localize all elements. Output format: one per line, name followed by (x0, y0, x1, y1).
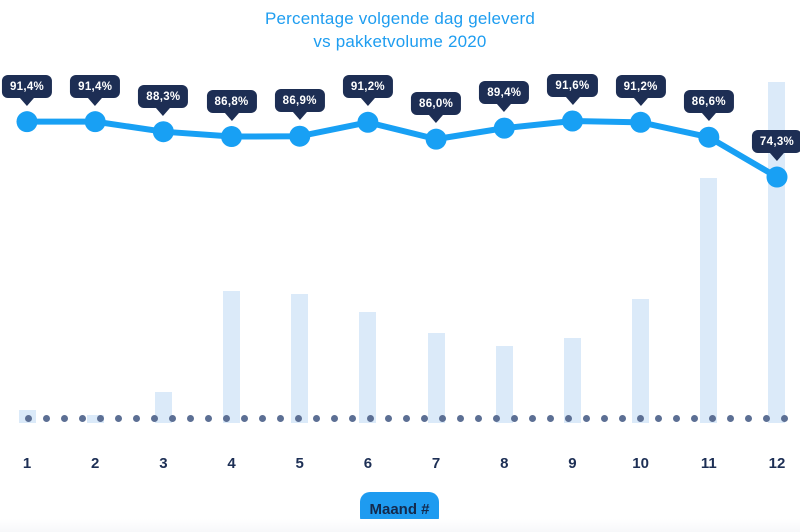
bottom-edge-strip (0, 519, 800, 532)
baseline-dot (546, 414, 554, 422)
baseline-dot (366, 414, 374, 422)
data-point-marker-month-4 (221, 126, 243, 148)
data-point-marker-month-3 (152, 121, 174, 143)
baseline-dot (168, 414, 176, 422)
x-tick-6: 6 (363, 455, 373, 472)
baseline-dot (492, 414, 500, 422)
percentage-line (24, 118, 780, 181)
volume-bar-month-5 (291, 294, 309, 423)
x-tick-12: 12 (768, 455, 786, 472)
baseline-dot (186, 414, 194, 422)
baseline-dot (528, 414, 536, 422)
baseline-dot (312, 414, 320, 422)
x-tick-1: 1 (22, 455, 32, 472)
x-axis-label-text: Maand # (369, 501, 430, 518)
baseline-dot (402, 414, 410, 422)
x-tick-3: 3 (159, 455, 168, 472)
baseline-dot (96, 414, 104, 422)
value-badge-month-3: 88,3% (138, 84, 189, 108)
baseline-dot (258, 414, 266, 422)
baseline-dot (24, 414, 32, 422)
data-point-marker-month-5 (289, 125, 311, 147)
data-point-marker-month-9 (561, 110, 583, 132)
baseline-dot (132, 414, 140, 422)
baseline-dot (42, 414, 50, 422)
volume-bar-month-9 (563, 338, 581, 423)
value-badge-month-1: 91,4% (1, 74, 53, 98)
data-point-marker-month-7 (425, 128, 447, 150)
x-tick-9: 9 (568, 455, 577, 472)
baseline-dot (474, 414, 482, 422)
volume-bar-month-3 (154, 391, 172, 423)
baseline-dot (114, 414, 122, 422)
volume-bar-month-12 (768, 82, 786, 423)
data-point-marker-month-2 (84, 111, 106, 133)
value-badge-month-4: 86,8% (206, 89, 257, 113)
baseline-dot (618, 414, 626, 422)
value-badge-month-10: 91,2% (615, 75, 666, 99)
baseline-dot (726, 414, 734, 422)
data-point-marker-month-1 (16, 111, 38, 133)
baseline-dot (582, 414, 590, 422)
baseline-dot (672, 414, 680, 422)
volume-bar-month-8 (495, 345, 513, 423)
baseline-dot (150, 414, 158, 422)
baseline-dot (708, 414, 716, 422)
baseline-dot (348, 414, 356, 422)
baseline-dot (60, 414, 68, 422)
baseline-dot (420, 414, 428, 422)
volume-bar-month-6 (359, 311, 377, 423)
x-tick-7: 7 (431, 455, 441, 472)
value-badge-month-6: 91,2% (342, 75, 393, 99)
value-badge-month-7: 86,0% (411, 92, 462, 116)
volume-bar-month-2 (86, 415, 104, 423)
baseline-dot (654, 414, 662, 422)
baseline-dot (384, 414, 392, 422)
baseline-dot (564, 414, 572, 422)
baseline-dot (276, 414, 284, 422)
chart-title-line1: Percentage volgende dag geleverd (264, 9, 536, 28)
volume-bar-month-7 (427, 332, 445, 423)
baseline-dot (600, 414, 608, 422)
baseline-dot (636, 414, 644, 422)
value-badge-month-9: 91,6% (547, 74, 598, 97)
x-tick-2: 2 (91, 455, 100, 472)
baseline-dot (204, 414, 212, 422)
x-tick-4: 4 (227, 455, 236, 472)
value-badge-month-11: 86,6% (683, 90, 734, 114)
chart-title: Percentage volgende dag geleverd vs pakk… (0, 7, 800, 53)
value-badge-month-8: 89,4% (479, 81, 530, 105)
baseline-dot (510, 414, 518, 422)
value-badge-month-12: 74,3% (751, 130, 800, 154)
chart-title-line2: vs pakketvolume 2020 (313, 32, 487, 51)
baseline-dot (744, 414, 752, 422)
baseline-dot (222, 414, 230, 422)
value-badge-month-2: 91,4% (70, 74, 121, 98)
data-point-marker-month-6 (357, 111, 379, 133)
x-tick-10: 10 (632, 455, 649, 472)
baseline-dot (438, 414, 446, 422)
baseline-dot (240, 414, 248, 422)
data-point-marker-month-11 (698, 126, 720, 148)
data-point-marker-month-12 (766, 166, 788, 188)
x-tick-5: 5 (295, 455, 304, 472)
data-point-marker-month-8 (493, 117, 515, 139)
data-point-marker-month-10 (630, 111, 652, 133)
x-tick-11: 11 (700, 455, 717, 472)
baseline-dot (456, 414, 464, 422)
baseline-dot (762, 414, 770, 422)
volume-bar-month-11 (700, 178, 718, 423)
baseline-dot (780, 414, 788, 422)
baseline-dot (294, 414, 302, 422)
volume-bar-month-10 (632, 298, 650, 423)
value-badge-month-5: 86,9% (274, 89, 325, 113)
volume-bar-month-4 (223, 291, 241, 423)
baseline-dot (78, 414, 86, 422)
baseline-dot (330, 414, 338, 422)
baseline-dot (690, 414, 698, 422)
x-tick-8: 8 (500, 455, 509, 472)
